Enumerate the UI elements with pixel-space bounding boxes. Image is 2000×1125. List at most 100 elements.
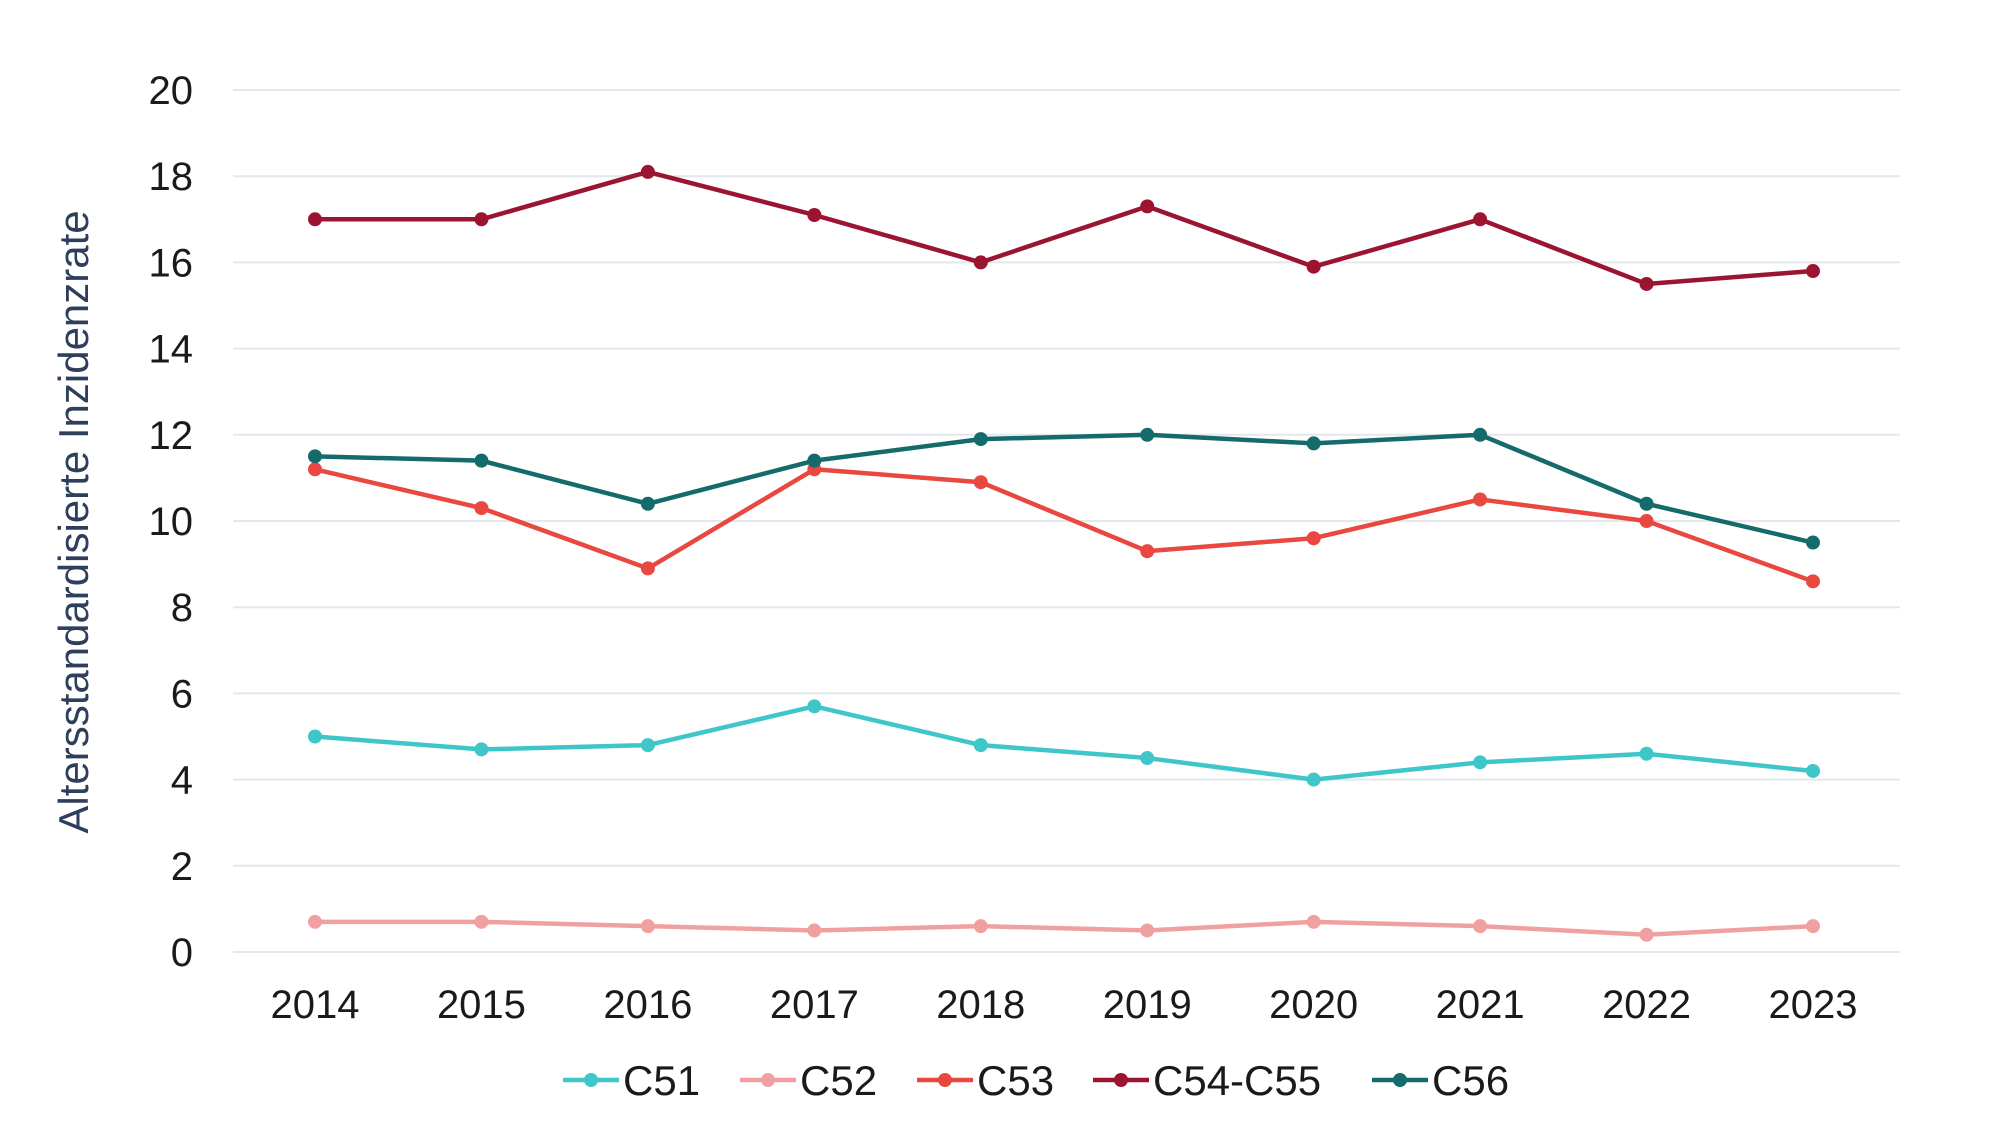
- legend-swatch-marker: [1393, 1073, 1407, 1087]
- data-point: [308, 914, 322, 929]
- series-line: [312, 432, 1816, 545]
- y-tick-label: 16: [149, 241, 194, 285]
- data-point: [474, 212, 489, 227]
- data-point: [1306, 914, 1321, 929]
- data-point: [640, 561, 655, 576]
- series-line: [312, 919, 1816, 938]
- legend-label: C56: [1432, 1057, 1509, 1104]
- legend-item-c51: C51: [563, 1057, 700, 1104]
- y-tick-label: 18: [149, 155, 194, 199]
- series-line: [312, 169, 1816, 287]
- data-point: [973, 919, 988, 934]
- y-tick-label: 10: [149, 500, 194, 544]
- y-tick-label: 4: [171, 759, 193, 803]
- data-point: [640, 496, 655, 511]
- data-point: [807, 699, 822, 714]
- data-point: [973, 475, 988, 490]
- data-point: [1806, 264, 1820, 279]
- y-tick-label: 20: [149, 69, 194, 113]
- data-point: [1639, 746, 1654, 761]
- data-point: [1806, 919, 1820, 934]
- y-tick-label: 0: [171, 931, 193, 975]
- data-point: [807, 207, 822, 222]
- legend-item-c52: C52: [740, 1057, 877, 1104]
- y-tick-label: 14: [149, 328, 194, 372]
- legend: C51 C52 C53 C54-C55 C56: [563, 1057, 1509, 1104]
- y-tick-label: 8: [171, 586, 193, 630]
- series-line: [312, 467, 1816, 584]
- legend-item-c54-c55: C54-C55: [1093, 1057, 1321, 1104]
- legend-label: C53: [977, 1057, 1054, 1104]
- y-axis-ticks: 0 2 4 6 8 10 12 14 16 18 20: [149, 69, 194, 975]
- legend-swatch-marker: [938, 1073, 952, 1087]
- data-point: [1140, 923, 1155, 938]
- legend-swatch-marker: [584, 1073, 598, 1087]
- data-point: [308, 729, 322, 744]
- data-point: [807, 923, 822, 938]
- x-tick-label: 2015: [437, 983, 526, 1027]
- data-point: [1473, 427, 1488, 442]
- data-point: [640, 919, 655, 934]
- data-point: [308, 212, 322, 227]
- data-point: [1639, 514, 1654, 528]
- series-c51: [308, 699, 1820, 787]
- legend-label: C51: [623, 1057, 700, 1104]
- data-point: [1473, 919, 1488, 934]
- data-point: [1806, 763, 1820, 778]
- data-point: [474, 501, 489, 516]
- series: [308, 164, 1820, 942]
- data-point: [807, 453, 822, 468]
- data-point: [1473, 755, 1488, 770]
- data-point: [973, 255, 988, 270]
- data-point: [474, 914, 489, 929]
- data-point: [1473, 212, 1488, 227]
- data-point: [1806, 574, 1820, 589]
- x-tick-label: 2022: [1602, 983, 1691, 1027]
- data-point: [640, 738, 655, 753]
- data-point: [1140, 199, 1155, 214]
- data-point: [1806, 535, 1820, 550]
- data-point: [1140, 544, 1155, 559]
- series-c54-c55: [308, 164, 1820, 291]
- x-tick-label: 2017: [770, 983, 859, 1027]
- data-point: [1140, 427, 1155, 442]
- data-point: [1306, 436, 1321, 451]
- legend-swatch-marker: [761, 1073, 775, 1087]
- y-tick-label: 2: [171, 845, 193, 889]
- legend-swatch-marker: [1114, 1073, 1128, 1087]
- data-point: [1306, 772, 1321, 787]
- x-tick-label: 2021: [1436, 983, 1525, 1027]
- data-point: [1140, 751, 1155, 766]
- y-tick-label: 12: [149, 414, 194, 458]
- x-tick-label: 2019: [1103, 983, 1192, 1027]
- legend-label: C52: [800, 1057, 877, 1104]
- data-point: [1639, 927, 1654, 942]
- data-point: [1639, 276, 1654, 291]
- data-point: [973, 432, 988, 447]
- legend-item-c56: C56: [1372, 1057, 1509, 1104]
- legend-item-c53: C53: [917, 1057, 1054, 1104]
- data-point: [1639, 496, 1654, 511]
- series-c56: [308, 427, 1820, 550]
- data-point: [1306, 531, 1321, 546]
- data-point: [1473, 492, 1488, 507]
- series-line: [312, 704, 1816, 782]
- x-tick-label: 2016: [603, 983, 692, 1027]
- data-point: [308, 449, 322, 464]
- legend-label: C54-C55: [1153, 1057, 1321, 1104]
- data-point: [640, 164, 655, 179]
- y-axis-title: Altersstandardisierte Inzidenzrate: [50, 210, 97, 833]
- series-c52: [308, 914, 1820, 942]
- x-tick-label: 2023: [1769, 983, 1858, 1027]
- x-axis-ticks: 2014 2015 2016 2017 2018 2019 2020 2021 2022 2023: [271, 983, 1858, 1027]
- data-point: [474, 453, 489, 468]
- data-point: [973, 738, 988, 753]
- data-point: [308, 462, 322, 477]
- y-tick-label: 6: [171, 672, 193, 716]
- data-point: [474, 742, 489, 757]
- data-point: [1306, 259, 1321, 274]
- x-tick-label: 2014: [271, 983, 360, 1027]
- x-tick-label: 2020: [1269, 983, 1358, 1027]
